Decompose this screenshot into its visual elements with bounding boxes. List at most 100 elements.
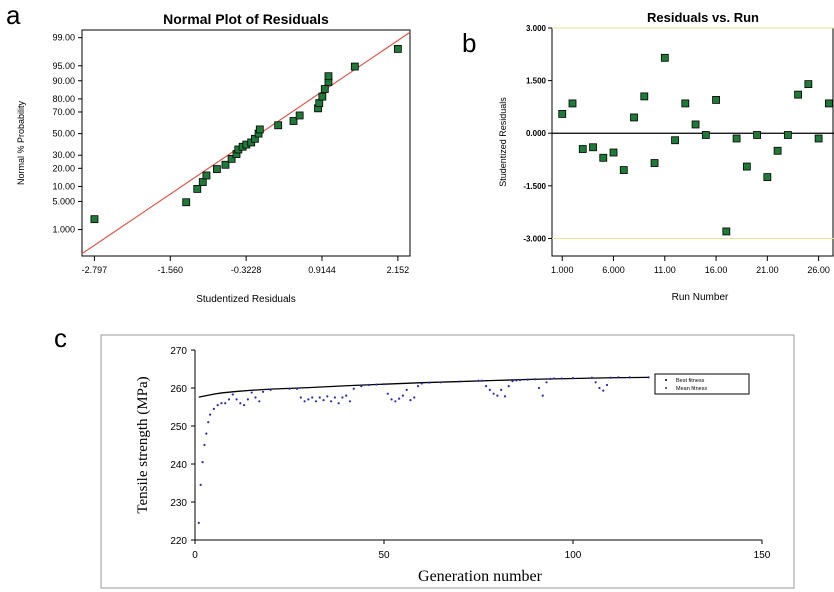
mean-fitness-point [295,387,299,390]
x-tick-label: 21.00 [756,265,779,275]
x-tick-label: 0 [192,550,198,561]
mean-fitness-point [560,377,563,380]
mean-fitness-point [345,394,348,397]
data-point [794,90,803,99]
y-tick-label: 220 [170,536,187,547]
x-tick-label: -1.560 [158,265,184,275]
mean-fitness-point [541,394,544,397]
x-axis-label: Generation number [418,568,543,585]
data-point [804,80,813,89]
y-tick-label: 5.000 [52,196,75,206]
y-axis-label: Studentized Residuals [498,97,508,187]
mean-fitness-point [605,383,609,387]
data-point [324,72,333,81]
mean-fitness-point [507,385,510,388]
data-point [773,146,782,155]
data-point [227,154,236,163]
y-tick-label: -3.000 [523,234,546,243]
mean-fitness-point [458,380,461,383]
data-point [255,125,264,134]
data-point [681,99,690,108]
mean-fitness-point [203,443,206,447]
y-tick-label: 3.000 [526,24,547,33]
mean-fitness-point [352,387,355,390]
mean-fitness-point [288,387,291,390]
mean-fitness-point [409,399,412,402]
mean-fitness-point [326,395,329,398]
y-tick-label: 250 [170,422,187,433]
data-point [193,185,202,193]
x-tick-label: 100 [565,550,582,561]
x-tick-label: -0.3228 [231,265,262,275]
y-tick-label: 20.00 [52,163,75,173]
mean-fitness-point [602,389,605,392]
data-point [783,131,792,139]
data-point [568,99,577,108]
mean-fitness-point [227,398,231,401]
mean-fitness-point [401,394,404,397]
mean-fitness-point [526,378,529,381]
mean-fitness-point [503,395,507,398]
mean-fitness-point [553,377,556,380]
mean-fitness-point [367,383,370,387]
mean-fitness-point [537,386,541,390]
mean-fitness-point [261,390,265,393]
mean-fitness-point [216,404,219,407]
mean-fitness-point [405,388,408,391]
x-tick-label: 16.00 [705,265,728,275]
mean-fitness-point [322,399,325,402]
mean-fitness-point [299,396,302,399]
y-tick-label: 0.000 [526,129,547,138]
mean-fitness-point [307,398,310,401]
y-tick-label: 1.000 [52,225,75,235]
data-point [660,53,669,62]
mean-fitness-point [545,381,548,384]
y-tick-label: 80.00 [52,94,75,104]
data-point [691,120,700,129]
mean-fitness-point [609,376,612,379]
mean-fitness-point [590,376,594,379]
data-point [221,160,230,169]
mean-fitness-point [333,396,336,399]
data-point [640,92,649,101]
panel-label-c: c [54,323,67,353]
mean-fitness-point [269,388,272,391]
data-point [212,165,221,173]
mean-fitness-point [212,407,215,410]
mean-fitness-point [303,400,306,403]
mean-fitness-point [439,381,442,384]
mean-fitness-point [197,521,200,525]
mean-fitness-point [341,396,344,399]
data-point [202,171,211,180]
mean-fitness-point [231,393,234,396]
x-tick-label: 1.000 [551,265,574,275]
mean-fitness-point [209,413,212,416]
mean-fitness-point [515,379,518,382]
y-tick-label: 95.00 [52,61,75,71]
y-tick-label: 10.00 [52,181,75,191]
data-point [671,136,679,145]
mean-fitness-point [477,379,480,382]
data-point [318,92,327,101]
mean-fitness-point [518,378,522,382]
mean-fitness-point [201,461,204,464]
mean-fitness-point [199,483,202,486]
data-point [824,99,833,108]
data-point [289,117,298,125]
mean-fitness-point [617,376,620,379]
y-tick-label: 90.00 [52,76,75,86]
data-point [763,173,772,181]
x-tick-label: 11.00 [654,265,676,275]
x-tick-label: 150 [754,550,771,561]
data-point [650,159,659,167]
mean-fitness-point [329,400,333,403]
y-tick-label: 99.00 [52,33,75,43]
x-axis-label: Run Number [672,292,729,303]
mean-fitness-point [594,381,597,384]
y-tick-label: 270 [170,346,187,357]
data-point [814,134,823,143]
mean-fitness-point [390,398,393,401]
